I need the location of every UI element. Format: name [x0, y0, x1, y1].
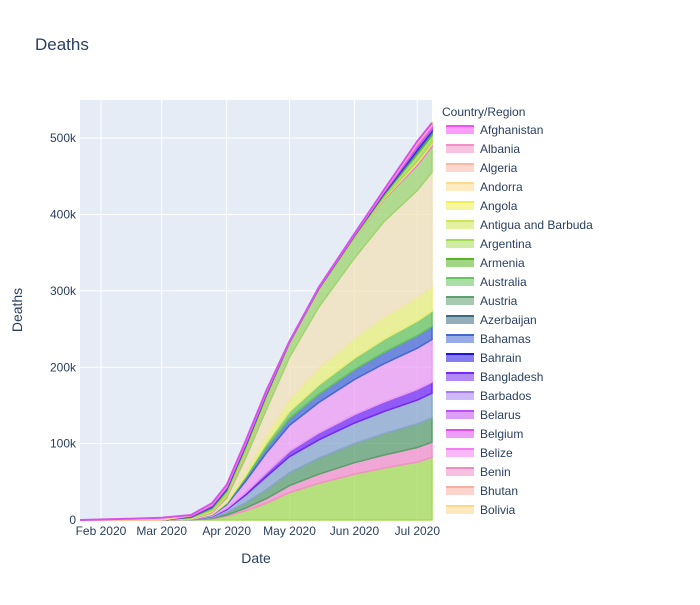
x-tick-label: Apr 2020	[202, 524, 251, 538]
y-tick-label: 300k	[50, 284, 77, 298]
legend-label: Argentina	[480, 237, 532, 251]
legend-item[interactable]: Afghanistan	[446, 123, 543, 137]
legend-swatch	[446, 411, 474, 419]
x-tick-label: Jul 2020	[395, 524, 441, 538]
legend-label: Albania	[480, 142, 520, 156]
legend-label: Bolivia	[480, 503, 516, 517]
x-tick-label: Feb 2020	[76, 524, 127, 538]
y-axis-title: Deaths	[9, 288, 25, 332]
legend-swatch	[446, 430, 474, 438]
legend-item[interactable]: Belize	[446, 446, 513, 460]
legend[interactable]: Country/Region Afghanistan Albania Algeria…	[442, 105, 593, 517]
legend-item[interactable]: Angola	[446, 199, 518, 213]
legend-label: Antigua and Barbuda	[480, 218, 593, 232]
x-axis-title: Date	[241, 550, 271, 566]
legend-swatch	[446, 487, 474, 495]
legend-swatch	[446, 316, 474, 324]
legend-swatch	[446, 468, 474, 476]
legend-label: Austria	[480, 294, 518, 308]
y-tick-label: 200k	[50, 360, 77, 374]
legend-swatch	[446, 126, 474, 134]
legend-item[interactable]: Austria	[446, 294, 518, 308]
legend-item[interactable]: Antigua and Barbuda	[446, 218, 593, 232]
chart-title: Deaths	[35, 35, 89, 54]
legend-item[interactable]: Belgium	[446, 427, 523, 441]
legend-swatch	[446, 335, 474, 343]
legend-swatch	[446, 297, 474, 305]
x-tick-label: May 2020	[263, 524, 316, 538]
legend-item[interactable]: Armenia	[446, 256, 525, 270]
legend-label: Azerbaijan	[480, 313, 537, 327]
legend-label: Angola	[480, 199, 518, 213]
legend-item[interactable]: Argentina	[446, 237, 532, 251]
legend-label: Benin	[480, 465, 511, 479]
legend-item[interactable]: Barbados	[446, 389, 531, 403]
legend-item[interactable]: Benin	[446, 465, 511, 479]
legend-title: Country/Region	[442, 105, 525, 119]
legend-swatch	[446, 259, 474, 267]
legend-swatch	[446, 183, 474, 191]
legend-item[interactable]: Belarus	[446, 408, 521, 422]
y-tick-label: 500k	[50, 131, 77, 145]
y-tick-label: 0	[69, 513, 76, 527]
legend-item[interactable]: Albania	[446, 142, 520, 156]
legend-label: Afghanistan	[480, 123, 543, 137]
legend-label: Bhutan	[480, 484, 518, 498]
legend-swatch	[446, 449, 474, 457]
legend-swatch	[446, 354, 474, 362]
legend-swatch	[446, 164, 474, 172]
y-axis-ticks: 0 100k 200k 300k 400k 500k	[50, 131, 77, 527]
legend-item[interactable]: Bangladesh	[446, 370, 543, 384]
x-tick-label: Jun 2020	[330, 524, 380, 538]
legend-swatch	[446, 221, 474, 229]
legend-swatch	[446, 240, 474, 248]
legend-label: Barbados	[480, 389, 531, 403]
legend-label: Belize	[480, 446, 513, 460]
legend-item[interactable]: Algeria	[446, 161, 518, 175]
legend-item[interactable]: Andorra	[446, 180, 523, 194]
legend-label: Bahamas	[480, 332, 531, 346]
legend-swatch	[446, 278, 474, 286]
legend-item[interactable]: Bahamas	[446, 332, 531, 346]
legend-label: Algeria	[480, 161, 518, 175]
y-tick-label: 400k	[50, 208, 77, 222]
legend-label: Bahrain	[480, 351, 521, 365]
area-series	[79, 120, 433, 521]
y-tick-label: 100k	[50, 437, 77, 451]
legend-item[interactable]: Azerbaijan	[446, 313, 537, 327]
total-outline	[79, 122, 433, 521]
legend-label: Armenia	[480, 256, 525, 270]
legend-swatch	[446, 202, 474, 210]
legend-swatch	[446, 373, 474, 381]
legend-item[interactable]: Australia	[446, 275, 527, 289]
legend-item[interactable]: Bhutan	[446, 484, 518, 498]
legend-item[interactable]: Bolivia	[446, 503, 516, 517]
legend-label: Australia	[480, 275, 527, 289]
legend-item[interactable]: Bahrain	[446, 351, 521, 365]
legend-swatch	[446, 392, 474, 400]
legend-label: Andorra	[480, 180, 523, 194]
legend-swatch	[446, 145, 474, 153]
legend-label: Belarus	[480, 408, 521, 422]
legend-swatch	[446, 506, 474, 514]
legend-label: Bangladesh	[480, 370, 543, 384]
legend-label: Belgium	[480, 427, 523, 441]
x-axis-ticks: Feb 2020 Mar 2020 Apr 2020 May 2020 Jun 2020…	[76, 524, 441, 538]
x-tick-label: Mar 2020	[136, 524, 187, 538]
